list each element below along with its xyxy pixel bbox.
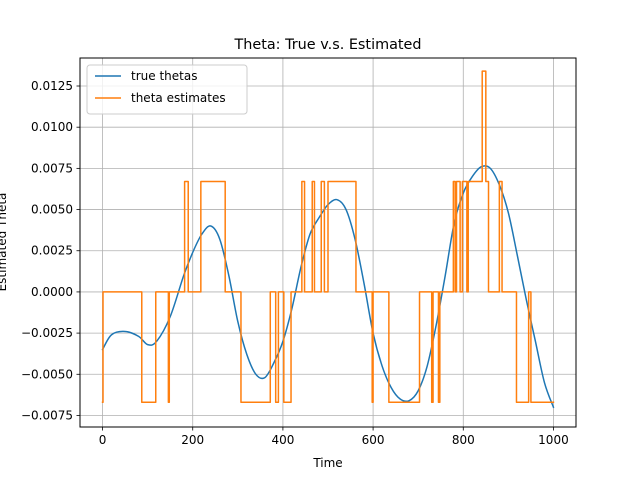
y-tick-label: −0.0050	[21, 367, 73, 381]
x-tick-label: 400	[271, 433, 294, 447]
y-tick-label: −0.0025	[21, 326, 73, 340]
y-tick-label: 0.0025	[31, 244, 73, 258]
x-tick-label: 600	[362, 433, 385, 447]
x-tick-label: 1000	[538, 433, 569, 447]
ticks: 0 200 400 600 800 1000 −0.0075 −0.0050 −0.0025 0.…	[21, 79, 569, 447]
y-tick-label: −0.0075	[21, 408, 73, 422]
plot-frame	[79, 57, 577, 428]
grid	[80, 58, 576, 427]
x-axis-label: Time	[312, 456, 342, 470]
legend-box	[86, 64, 248, 115]
x-tick-label: 0	[99, 433, 107, 447]
series-line-true-thetas	[101, 165, 555, 409]
legend-label-theta-estimates: theta estimates	[131, 91, 226, 105]
y-tick-label: 0.0000	[31, 285, 73, 299]
y-tick-label: 0.0125	[31, 79, 73, 93]
x-tick-label: 800	[452, 433, 475, 447]
y-tick-label: 0.0050	[31, 203, 73, 217]
legend-label-true-thetas: true thetas	[131, 69, 197, 83]
y-axis-label: Estimated Theta	[0, 193, 9, 292]
x-tick-label: 200	[181, 433, 204, 447]
chart-title: Theta: True v.s. Estimated	[233, 37, 421, 53]
series-line-theta-estimates	[101, 70, 555, 404]
legend: true thetas theta estimates	[86, 64, 248, 115]
y-tick-label: 0.0075	[31, 161, 73, 175]
y-tick-label: 0.0100	[31, 120, 73, 134]
series-layer	[101, 70, 555, 409]
